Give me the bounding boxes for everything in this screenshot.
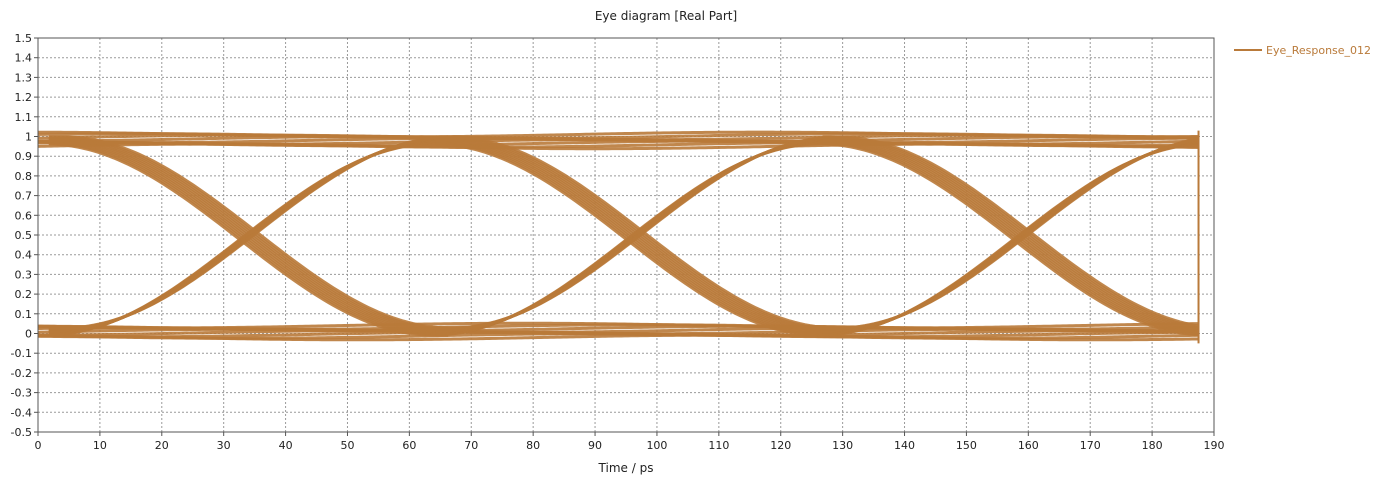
trace-transition-fall xyxy=(435,135,835,330)
x-tick-label: 40 xyxy=(279,439,293,452)
y-tick-label: 0.9 xyxy=(15,150,33,163)
trace-transition-fall xyxy=(822,139,1199,334)
trace-transition-rise xyxy=(48,135,449,330)
x-tick-label: 170 xyxy=(1080,439,1101,452)
x-tick-label: 140 xyxy=(894,439,915,452)
trace-transition-fall xyxy=(822,141,1199,336)
y-tick-label: 1 xyxy=(25,131,32,144)
y-tick-label: 0.1 xyxy=(15,308,33,321)
y-tick-label: -0.4 xyxy=(11,406,32,419)
trace-transition-fall xyxy=(435,142,835,337)
trace-transition-fall xyxy=(48,137,449,332)
y-tick-label: 1.4 xyxy=(15,52,33,65)
y-tick-label: 0.8 xyxy=(15,170,33,183)
x-tick-label: 120 xyxy=(770,439,791,452)
legend-label: Eye_Response_012 xyxy=(1266,44,1371,57)
y-tick-label: -0.1 xyxy=(11,347,32,360)
trace-transition-fall xyxy=(48,140,449,335)
y-tick-label: -0.3 xyxy=(11,387,32,400)
trace-low-level xyxy=(37,321,1199,330)
x-tick-label: 150 xyxy=(956,439,977,452)
x-tick-label: 60 xyxy=(402,439,416,452)
y-tick-label: 0.7 xyxy=(15,190,33,203)
chart-title: Eye diagram [Real Part] xyxy=(595,9,737,23)
y-tick-label: 0.4 xyxy=(15,249,33,262)
x-axis-title: Time / ps xyxy=(598,461,654,475)
eye-traces xyxy=(37,130,1199,342)
x-tick-label: 50 xyxy=(340,439,354,452)
y-tick-label: 0.5 xyxy=(15,229,33,242)
trace-transition-fall xyxy=(435,138,835,333)
x-tick-label: 160 xyxy=(1018,439,1039,452)
y-tick-label: 0 xyxy=(25,328,32,341)
x-tick-label: 0 xyxy=(35,439,42,452)
trace-transition-fall xyxy=(822,138,1199,333)
x-tick-label: 20 xyxy=(155,439,169,452)
y-tick-label: -0.2 xyxy=(11,367,32,380)
trace-transition-fall xyxy=(822,135,1199,328)
x-tick-label: 100 xyxy=(646,439,667,452)
x-tick-label: 80 xyxy=(526,439,540,452)
trace-transition-rise xyxy=(822,137,1199,330)
x-tick-label: 90 xyxy=(588,439,602,452)
trace-transition-fall xyxy=(435,137,835,332)
x-tick-label: 130 xyxy=(832,439,853,452)
x-tick-label: 110 xyxy=(708,439,729,452)
trace-transition-fall xyxy=(48,138,449,333)
trace-transition-fall xyxy=(48,142,449,337)
y-tick-label: 1.5 xyxy=(15,32,33,45)
x-tick-label: 10 xyxy=(93,439,107,452)
trace-transition-fall xyxy=(48,136,449,331)
trace-transition-fall xyxy=(822,140,1199,335)
x-tick-label: 70 xyxy=(464,439,478,452)
trace-transition-fall xyxy=(48,135,449,330)
y-tick-label: -0.5 xyxy=(11,426,32,439)
trace-transition-fall xyxy=(435,140,835,335)
trace-transition-fall xyxy=(48,141,449,336)
y-tick-label: 0.6 xyxy=(15,209,33,222)
y-tick-label: 1.2 xyxy=(15,91,33,104)
trace-transition-fall xyxy=(822,142,1199,337)
y-tick-label: 1.1 xyxy=(15,111,33,124)
y-tick-label: 0.2 xyxy=(15,288,33,301)
y-tick-label: 0.3 xyxy=(15,268,33,281)
trace-transition-fall xyxy=(435,136,835,331)
x-tick-label: 180 xyxy=(1142,439,1163,452)
x-tick-label: 190 xyxy=(1204,439,1225,452)
trace-transition-fall xyxy=(822,138,1199,331)
x-tick-label: 30 xyxy=(217,439,231,452)
trace-transition-fall xyxy=(435,141,835,336)
trace-high-level xyxy=(37,130,1199,139)
trace-transition-rise xyxy=(435,135,835,330)
y-tick-label: 1.3 xyxy=(15,71,33,84)
